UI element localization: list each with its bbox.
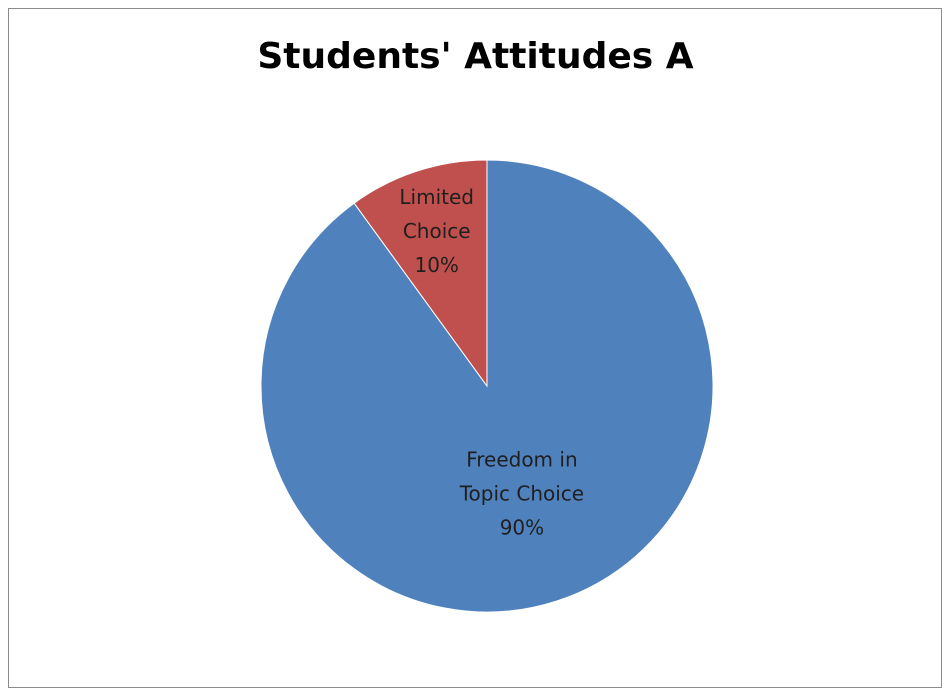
pie-chart: Freedom in Topic Choice 90% Limited Choice 10… <box>260 159 714 613</box>
data-label-limited-choice-line-1: Limited <box>399 185 474 209</box>
data-label-freedom-in-topic-choice-line-3: 90% <box>500 515 544 539</box>
pie-slice-limited-choice <box>353 159 488 388</box>
data-label-freedom-in-topic-choice-line-1: Freedom in <box>466 447 577 471</box>
data-label-freedom-in-topic-choice-line-2: Topic Choice <box>459 481 584 505</box>
data-label-limited-choice-line-2: Choice <box>403 219 471 243</box>
chart-title: Students' Attitudes A <box>257 36 694 77</box>
data-label-limited-choice-line-3: 10% <box>414 253 458 277</box>
